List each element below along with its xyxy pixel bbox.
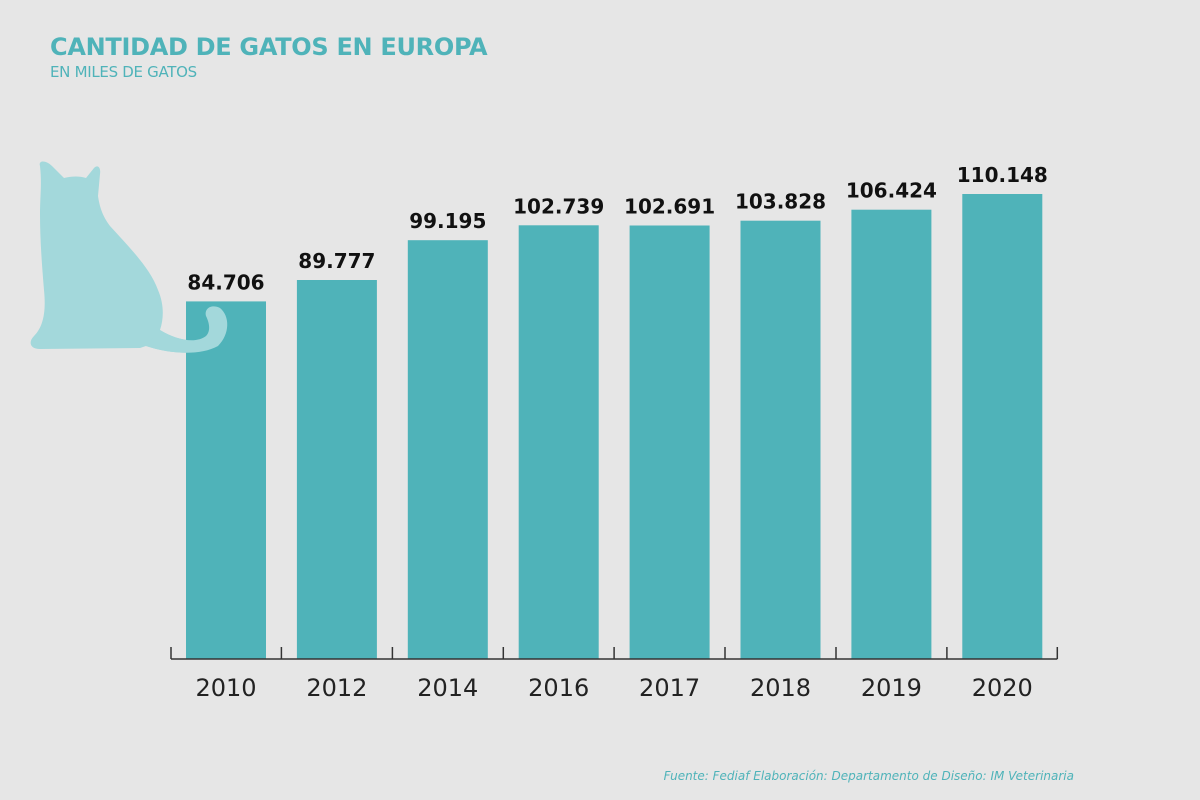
chart-title: CANTIDAD DE GATOS EN EUROPA (50, 33, 488, 61)
value-label-2019: 106.424 (846, 179, 937, 203)
value-label-2018: 103.828 (735, 190, 826, 214)
category-label-2020: 2020 (972, 674, 1033, 702)
value-label-2017: 102.691 (624, 195, 715, 219)
bar-2019 (851, 209, 932, 659)
bar-2017 (629, 225, 710, 659)
bar-2018 (740, 220, 821, 659)
chart-subtitle: EN MILES DE GATOS (50, 63, 197, 81)
value-label-2012: 89.777 (298, 249, 375, 273)
cat-tail-icon (146, 306, 228, 353)
bar-2016 (518, 225, 599, 660)
category-label-2012: 2012 (306, 674, 367, 702)
value-label-2016: 102.739 (513, 194, 604, 218)
source-note: Fuente: Fediaf Elaboración: Departamento… (663, 769, 1074, 783)
cat-silhouette-icon (30, 161, 228, 353)
category-label-2014: 2014 (417, 674, 478, 702)
value-label-2020: 110.148 (957, 163, 1048, 187)
value-label-2010: 84.706 (187, 270, 264, 294)
category-label-2018: 2018 (750, 674, 811, 702)
bar-2020 (962, 194, 1043, 659)
category-label-2017: 2017 (639, 674, 700, 702)
category-label-2010: 2010 (195, 674, 256, 702)
category-label-2019: 2019 (861, 674, 922, 702)
bar-2012 (296, 280, 377, 659)
bar-2014 (407, 240, 488, 659)
category-label-2016: 2016 (528, 674, 589, 702)
value-label-2014: 99.195 (409, 209, 486, 233)
bar-2010 (186, 301, 266, 659)
